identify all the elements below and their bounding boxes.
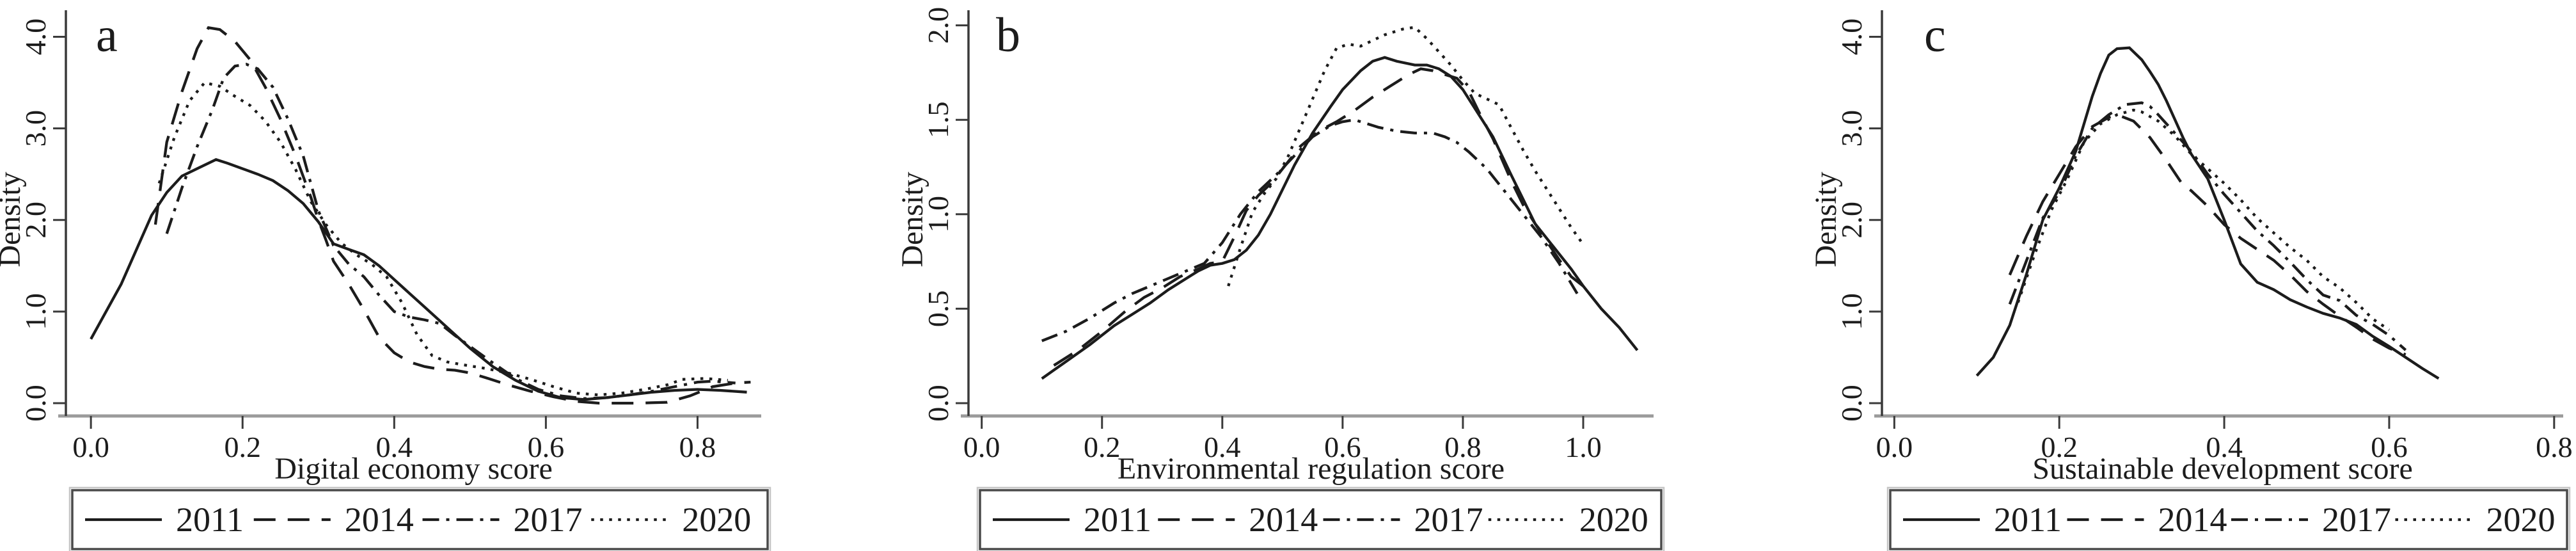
- panel-a: 0.0 1.0 2.0 3.0 4.0 0.0 0.2 0.4 0.6 0.8 Density Dig…: [0, 8, 771, 551]
- density-curve-2014: [2008, 113, 2406, 356]
- legend-label-2014: 2014: [2158, 500, 2227, 539]
- y-axis-title: Density: [1809, 172, 1843, 267]
- panel-letter: a: [96, 8, 118, 62]
- y-tick-label: 4.0: [19, 19, 52, 56]
- x-tick-label: 0.8: [1444, 431, 1482, 463]
- legend-entry-2014: 2014: [253, 500, 414, 539]
- legend-box: [71, 489, 769, 550]
- legend-label-2011: 2011: [176, 500, 244, 539]
- legend-entry-2020: 2020: [2395, 500, 2556, 539]
- legend: 2011 2014 2017 2020: [976, 486, 1665, 551]
- legend-entry-2011: 2011: [993, 500, 1151, 539]
- y-tick-label: 1.0: [922, 196, 954, 233]
- panel-c: 0.0 1.0 2.0 3.0 4.0 0.0 0.2 0.4 0.6 0.8 Density Sus…: [1809, 8, 2573, 551]
- legend-label-2011: 2011: [1084, 500, 1151, 539]
- legend-box: [1889, 489, 2568, 550]
- legend-entry-2011: 2011: [85, 500, 244, 539]
- density-curve-2014: [1053, 67, 1584, 367]
- y-tick-label: 0.5: [922, 291, 954, 328]
- y-tick-label: 1.5: [922, 101, 954, 138]
- y-tick-label: 2.0: [19, 202, 52, 239]
- panel-letter: c: [1924, 8, 1946, 62]
- x-tick-label: 0.6: [1324, 431, 1361, 463]
- legend-label-2014: 2014: [1249, 500, 1318, 539]
- x-tick-label: 0.6: [2371, 431, 2408, 463]
- x-tick-label: 0.2: [224, 431, 261, 463]
- y-axis-title: Density: [896, 172, 929, 267]
- y-tick-label: 1.0: [19, 293, 52, 330]
- legend-entry-2014: 2014: [2067, 500, 2227, 539]
- legend-entry-2020: 2020: [591, 500, 751, 539]
- legend-entry-2011: 2011: [1903, 500, 2062, 539]
- density-curve-2020: [157, 81, 728, 397]
- x-axis-title: Sustainable development score: [2032, 452, 2413, 486]
- legend-box: [979, 489, 1663, 550]
- legend-box-shadow: [68, 486, 771, 551]
- legend-label-2011: 2011: [1994, 500, 2062, 539]
- density-curve-2017: [165, 63, 736, 400]
- density-curve-2017: [2008, 101, 2407, 351]
- x-tick-label: 0.0: [72, 431, 109, 463]
- panel-b: 0.00.51.01.52.00.0 0.2 0.4 0.6 0.8 1.0Density…: [896, 7, 1665, 551]
- x-tick-label: 0.4: [376, 431, 413, 463]
- x-tick-label: 1.0: [1565, 431, 1602, 463]
- legend-entry-2017: 2017: [422, 500, 583, 539]
- density-curve-2014: [154, 26, 751, 405]
- legend-label-2017: 2017: [1414, 500, 1483, 539]
- legend-box-shadow: [976, 486, 1665, 551]
- panel-letter: b: [996, 8, 1020, 62]
- legend-entry-2014: 2014: [1158, 500, 1318, 539]
- legend-label-2020: 2020: [2486, 500, 2556, 539]
- x-tick-label: 0.4: [1204, 431, 1241, 463]
- y-axis-title: Density: [0, 172, 27, 267]
- y-tick-label: 0.0: [922, 385, 954, 422]
- x-tick-label: 0.4: [2206, 431, 2243, 463]
- legend-label-2017: 2017: [2322, 500, 2391, 539]
- x-tick-label: 0.2: [1084, 431, 1121, 463]
- x-tick-label: 0.2: [2041, 431, 2078, 463]
- legend-entry-2017: 2017: [1323, 500, 1483, 539]
- density-curve-2020: [1227, 26, 1584, 287]
- x-tick-label: 0.0: [963, 431, 1000, 463]
- legend-label-2020: 2020: [682, 500, 751, 539]
- y-tick-label: 2.0: [922, 7, 954, 44]
- x-tick-label: 0.8: [679, 431, 716, 463]
- x-axis-title: Environmental regulation score: [1118, 452, 1505, 486]
- x-axis-title: Digital economy score: [274, 452, 553, 486]
- legend-entry-2020: 2020: [1488, 500, 1648, 539]
- x-tick-label: 0.0: [1876, 431, 1913, 463]
- y-tick-label: 1.0: [1835, 293, 1868, 330]
- legend-box-shadow: [1886, 486, 2571, 551]
- legend-label-2017: 2017: [514, 500, 583, 539]
- density-curve-2011: [1975, 46, 2440, 380]
- density-curve-2017: [1041, 118, 1579, 342]
- x-tick-label: 0.8: [2536, 431, 2573, 463]
- density-curve-2011: [90, 157, 747, 401]
- y-tick-label: 0.0: [1835, 385, 1868, 422]
- legend: 2011 2014 2017 2020: [1886, 486, 2571, 551]
- legend-entry-2017: 2017: [2231, 500, 2391, 539]
- x-tick-label: 0.6: [528, 431, 565, 463]
- y-tick-label: 3.0: [19, 110, 52, 147]
- legend-label-2014: 2014: [345, 500, 414, 539]
- legend-label-2020: 2020: [1579, 500, 1648, 539]
- legend: 2011 2014 2017 2020: [68, 486, 771, 551]
- y-tick-label: 2.0: [1835, 202, 1868, 239]
- y-tick-label: 4.0: [1835, 19, 1868, 56]
- y-tick-label: 3.0: [1835, 110, 1868, 147]
- density-curve-2011: [1041, 56, 1639, 380]
- density-curve-2020: [2016, 108, 2390, 331]
- y-tick-label: 0.0: [19, 385, 52, 422]
